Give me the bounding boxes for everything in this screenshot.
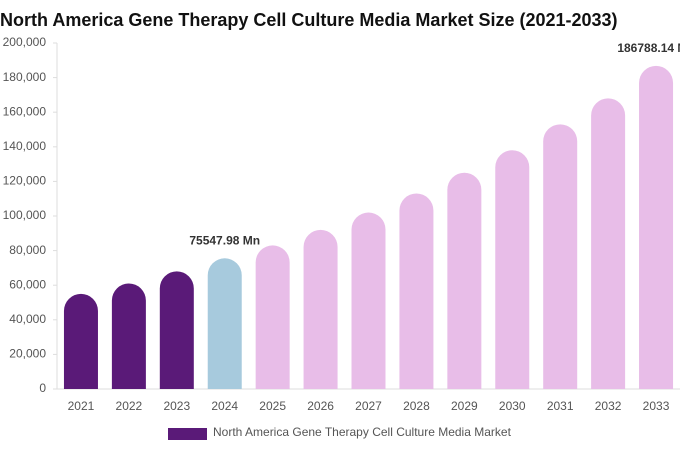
- bar: [639, 65, 674, 389]
- bar: [543, 124, 578, 389]
- bar: [591, 98, 626, 390]
- x-tick-label: 2025: [259, 399, 286, 413]
- x-tick-label: 2028: [403, 399, 430, 413]
- bar: [111, 283, 146, 389]
- bar: [495, 150, 530, 389]
- y-tick-label: 20,000: [9, 347, 46, 361]
- x-tick-label: 2029: [451, 399, 478, 413]
- x-tick-label: 2027: [355, 399, 382, 413]
- y-tick-label: 80,000: [9, 243, 46, 257]
- y-tick-label: 140,000: [3, 139, 47, 153]
- data-label: 75547.98 Mn: [189, 233, 260, 247]
- x-tick-label: 2033: [643, 399, 670, 413]
- x-tick-label: 2023: [163, 399, 190, 413]
- bar: [159, 271, 194, 389]
- y-tick-label: 180,000: [3, 70, 47, 84]
- y-tick-label: 120,000: [3, 174, 47, 188]
- legend-swatch: [168, 428, 207, 440]
- x-tick-label: 2031: [547, 399, 574, 413]
- x-tick-label: 2022: [116, 399, 143, 413]
- x-tick-label: 2021: [68, 399, 95, 413]
- y-tick-label: 160,000: [3, 104, 47, 118]
- y-tick-label: 0: [39, 381, 46, 395]
- legend-label: North America Gene Therapy Cell Culture …: [213, 425, 512, 439]
- y-tick-label: 200,000: [3, 35, 47, 49]
- x-tick-label: 2032: [595, 399, 622, 413]
- bar: [351, 212, 386, 389]
- bar: [399, 193, 434, 389]
- x-tick-label: 2030: [499, 399, 526, 413]
- x-tick-label: 2024: [211, 399, 238, 413]
- bar: [63, 293, 98, 389]
- bar: [207, 258, 242, 389]
- y-tick-label: 60,000: [9, 277, 46, 291]
- y-tick-label: 100,000: [3, 208, 47, 222]
- x-tick-label: 2026: [307, 399, 334, 413]
- bar: [303, 229, 338, 389]
- data-label: 186788.14 Mn: [617, 41, 680, 55]
- y-tick-label: 40,000: [9, 312, 46, 326]
- bar: [447, 172, 482, 389]
- bar: [255, 245, 290, 389]
- chart-title: North America Gene Therapy Cell Culture …: [0, 10, 618, 30]
